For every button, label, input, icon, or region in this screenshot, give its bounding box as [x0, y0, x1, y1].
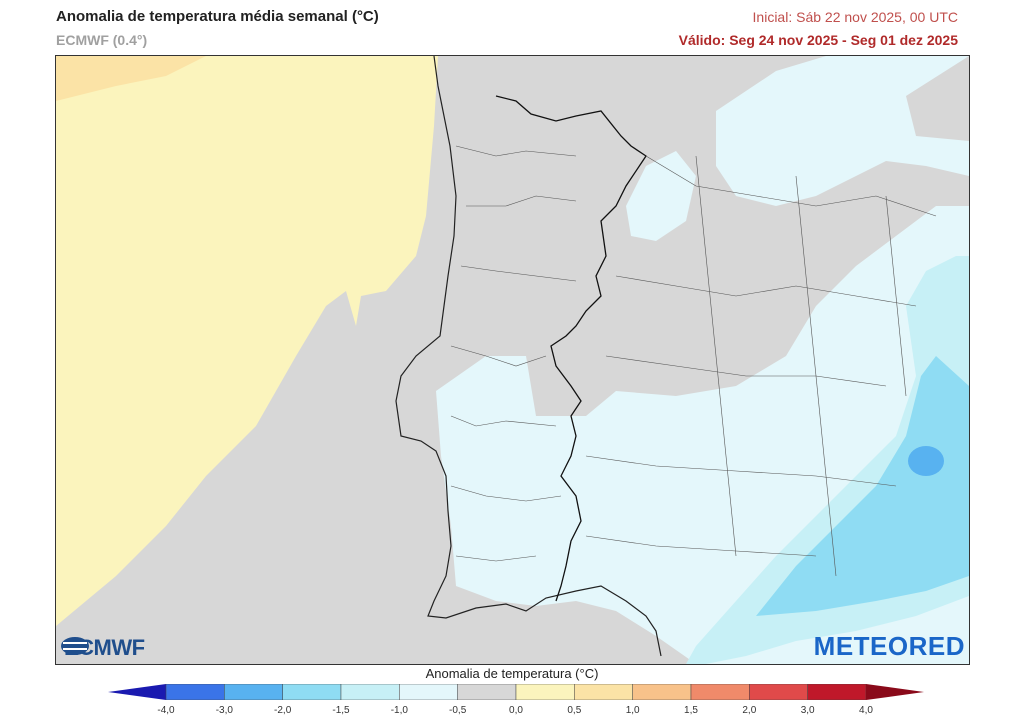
colorbar-max-arrow	[866, 684, 924, 700]
light-negative-northeast	[716, 56, 969, 206]
map-title: Anomalia de temperatura média semanal (°…	[56, 8, 379, 25]
colorbar-tick-label: 1,0	[625, 705, 640, 716]
map-panel[interactable]: ECMWF METEORED	[55, 55, 970, 665]
region-borders	[450, 145, 937, 577]
colorbar-tick-label: 0,5	[567, 705, 582, 716]
light-negative-north-bubble	[626, 151, 696, 241]
colorbar-tick-label: -3,0	[215, 705, 233, 716]
darker-negative-core	[756, 356, 969, 616]
positive-anomaly-ocean	[56, 56, 438, 626]
colorbar-segment	[282, 684, 342, 700]
colorbar-segment	[399, 684, 458, 700]
colorbar-segment	[165, 684, 225, 700]
colorbar-segment	[632, 684, 692, 700]
initial-time: Inicial: Sáb 22 nov 2025, 00 UTC	[752, 9, 958, 25]
colorbar-tick-label: 0,0	[509, 705, 523, 716]
colorbar-tick-label: 4,0	[859, 705, 873, 716]
warm-anomaly-corner	[56, 56, 206, 101]
ecmwf-logo: ECMWF	[60, 635, 145, 660]
anomaly-map	[56, 56, 969, 664]
border-portugal-spain	[495, 95, 647, 602]
colorbar	[108, 684, 924, 700]
colorbar-segment	[690, 684, 750, 700]
colorbar-segment	[457, 684, 517, 700]
strong-negative-patch	[908, 446, 944, 476]
legend-title: Anomalia de temperatura (°C)	[425, 666, 599, 681]
ecmwf-globe-icon	[61, 637, 89, 655]
colorbar-tick-label: -1,5	[332, 705, 350, 716]
colorbar-segment	[574, 684, 633, 700]
model-label: ECMWF (0.4°)	[56, 32, 148, 48]
colorbar-segment	[224, 684, 283, 700]
colorbar-tick-label: 3,0	[800, 705, 815, 716]
colorbar-tick-label: -0,5	[449, 705, 467, 716]
colorbar-segment	[749, 684, 808, 700]
colorbar-tick-label: -2,0	[274, 705, 292, 716]
colorbar-segment	[340, 684, 400, 700]
colorbar-min-arrow	[108, 684, 166, 700]
valid-period: Válido: Seg 24 nov 2025 - Seg 01 dez 202…	[678, 32, 958, 48]
colorbar-segment	[515, 684, 575, 700]
coastline	[395, 56, 662, 657]
colorbar-ticks: -4,0 -3,0 -2,0 -1,5 -1,0 -0,5 0,0 0,5 1,0 1,5 2,0 3…	[0, 705, 1024, 719]
meteored-logo: METEORED	[813, 631, 965, 661]
colorbar-segment	[807, 684, 867, 700]
colorbar-tick-label: -4,0	[157, 705, 175, 716]
neutral-northeast-corner	[906, 56, 969, 141]
colorbar-tick-label: 1,5	[684, 705, 698, 716]
colorbar-tick-label: 2,0	[742, 705, 757, 716]
colorbar-tick-label: -1,0	[390, 705, 408, 716]
